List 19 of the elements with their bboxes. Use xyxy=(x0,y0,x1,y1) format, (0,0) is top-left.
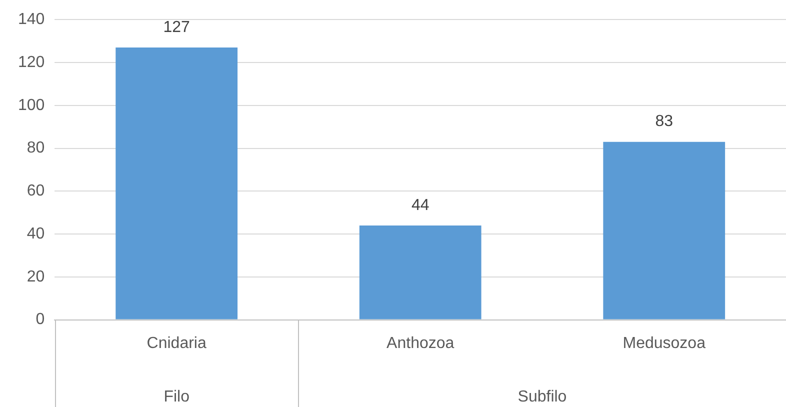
y-tick-label: 140 xyxy=(18,11,45,28)
y-tick-label: 40 xyxy=(26,225,45,242)
data-label: 127 xyxy=(163,18,190,36)
text: Subfilo xyxy=(518,388,567,406)
y-tick-label: 60 xyxy=(26,182,45,200)
bar xyxy=(359,225,482,320)
y-tick-label: 0 xyxy=(36,311,45,328)
data-label: 44 xyxy=(411,196,430,214)
data-label: 83 xyxy=(655,113,674,130)
y-tick-label: 120 xyxy=(18,54,45,71)
y-tick-label: 20 xyxy=(26,268,45,286)
bar xyxy=(603,142,726,320)
x-tick-label: Anthozoa xyxy=(386,334,454,352)
x-tick-label: Medusozoa xyxy=(622,334,706,352)
y-tick-label: 80 xyxy=(26,140,45,157)
x-tick-label: Cnidaria xyxy=(146,334,206,352)
text: Filo xyxy=(164,388,190,406)
bar xyxy=(116,47,238,320)
y-tick-label: 100 xyxy=(18,96,45,114)
